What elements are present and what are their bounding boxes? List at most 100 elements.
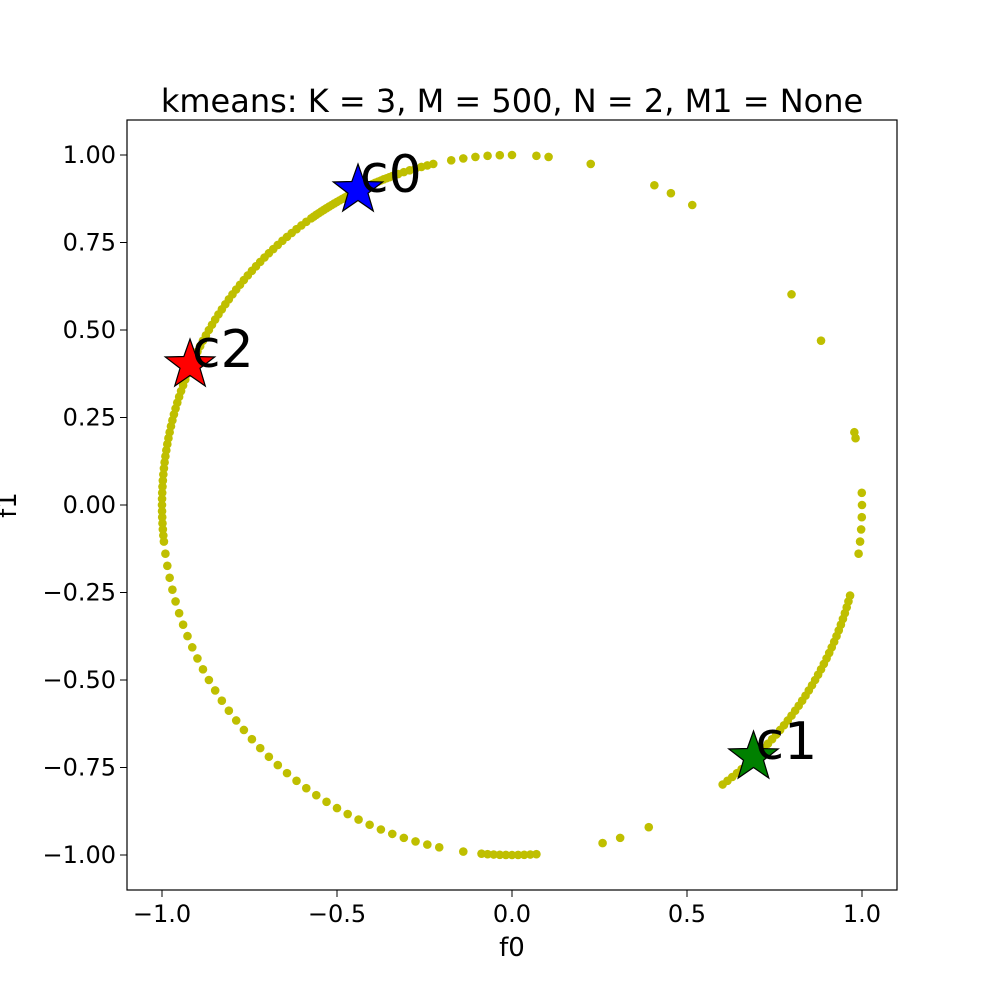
data-point <box>157 500 167 510</box>
data-point <box>845 591 855 600</box>
data-point <box>544 152 553 162</box>
data-point <box>224 706 234 716</box>
data-point <box>855 537 865 546</box>
y-axis-label: f1 <box>0 492 23 518</box>
data-point <box>787 290 796 299</box>
data-point <box>187 643 197 652</box>
data-point <box>458 847 468 856</box>
data-point <box>483 151 492 161</box>
x-tick-label: −0.5 <box>308 900 366 928</box>
data-point <box>507 850 517 860</box>
data-point <box>163 561 172 571</box>
data-point <box>210 686 220 695</box>
data-point <box>157 494 167 504</box>
y-tick-label: 1.00 <box>63 141 116 169</box>
data-point <box>598 838 607 848</box>
data-point <box>171 597 180 606</box>
y-tick-label: 0.75 <box>63 229 116 257</box>
centroid-c1-marker <box>727 729 780 780</box>
data-point <box>273 760 283 770</box>
data-point <box>183 631 192 641</box>
data-point <box>376 825 386 834</box>
data-point <box>247 734 257 744</box>
data-point <box>157 506 167 516</box>
data-point <box>411 837 420 846</box>
data-point <box>158 482 167 491</box>
data-point <box>161 549 170 559</box>
x-tick-label: 1.0 <box>843 900 881 928</box>
data-point <box>615 833 625 843</box>
data-point <box>687 200 697 210</box>
data-point <box>495 150 505 160</box>
y-tick-label: 0.00 <box>63 491 116 519</box>
data-point <box>644 822 654 832</box>
data-point <box>158 519 167 528</box>
data-point <box>365 820 374 830</box>
data-point <box>857 512 867 522</box>
data-point <box>239 725 249 735</box>
y-tick-label: −1.00 <box>42 841 116 869</box>
data-point <box>489 850 498 859</box>
x-axis-ticks: −1.0 −0.5 0.0 0.5 1.0 <box>133 890 881 928</box>
data-point <box>158 476 168 485</box>
data-point <box>532 151 541 161</box>
data-point <box>292 776 301 786</box>
data-point <box>532 849 541 859</box>
centroid-c1-label: c1 <box>756 712 818 772</box>
data-point <box>850 427 859 437</box>
data-point <box>157 512 167 522</box>
data-point <box>255 743 265 753</box>
data-point <box>387 829 397 839</box>
y-tick-label: −0.25 <box>42 579 116 607</box>
data-point <box>513 850 523 860</box>
data-point <box>423 840 432 849</box>
data-point <box>857 488 867 498</box>
centroids: c0 c1 c2 <box>163 145 818 780</box>
data-point <box>650 180 659 190</box>
chart-title: kmeans: K = 3, M = 500, N = 2, M1 = None <box>161 82 863 120</box>
data-point <box>495 850 505 860</box>
y-tick-label: −0.50 <box>42 666 116 694</box>
centroid-c2-label: c2 <box>192 320 254 380</box>
data-point <box>198 665 208 674</box>
data-point <box>399 833 409 843</box>
data-point <box>322 797 331 807</box>
y-tick-label: −0.75 <box>42 754 116 782</box>
data-point <box>178 620 188 630</box>
data-point <box>458 154 468 163</box>
y-axis-ticks: 1.00 0.75 0.50 0.25 0.00 −0.25 −0.50 −0.75 −1.00 <box>42 141 127 869</box>
centroid-c0-marker <box>331 162 385 213</box>
data-point <box>343 809 352 819</box>
centroid-c2-marker <box>163 337 217 388</box>
data-point <box>174 608 184 618</box>
x-tick-label: 0.5 <box>668 900 706 928</box>
data-point <box>857 500 867 510</box>
data-point <box>193 654 202 663</box>
centroid-c0-label: c0 <box>360 145 422 205</box>
data-point <box>434 843 444 852</box>
data-point <box>586 159 596 169</box>
data-point <box>471 152 480 162</box>
data-point <box>854 549 863 559</box>
data-point <box>816 336 826 345</box>
data-point <box>526 850 535 859</box>
data-point <box>666 188 676 198</box>
data-point <box>856 525 866 534</box>
data-point <box>165 573 174 583</box>
data-point <box>354 815 363 824</box>
x-tick-label: 0.0 <box>493 900 531 928</box>
data-point <box>483 849 492 859</box>
data-point <box>301 783 311 793</box>
data-point <box>507 150 517 160</box>
data-point <box>157 488 167 498</box>
data-point <box>332 803 342 813</box>
data-point <box>282 768 292 778</box>
data-point <box>446 156 456 165</box>
y-tick-label: 0.50 <box>63 316 116 344</box>
data-point <box>168 585 177 594</box>
data-point <box>217 696 227 706</box>
x-tick-label: −1.0 <box>133 900 191 928</box>
data-point <box>311 790 321 800</box>
